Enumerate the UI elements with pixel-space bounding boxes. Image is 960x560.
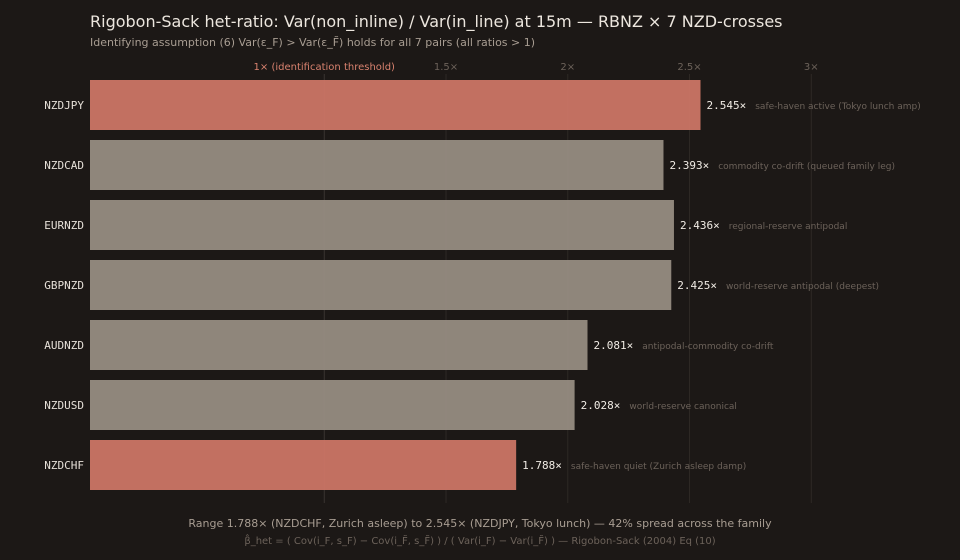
pair-label-nzdchf: NZDCHF: [44, 459, 84, 472]
pair-label-nzdcad: NZDCAD: [44, 159, 84, 172]
value-label-eurnzd: 2.436×: [680, 219, 720, 232]
bar-eurnzd: [90, 200, 674, 250]
bar-nzdchf: [90, 440, 517, 490]
bar-nzdcad: [90, 140, 664, 190]
annotation-nzdjpy: safe-haven active (Tokyo lunch amp): [755, 102, 921, 112]
x-tick-label-2-5: 2.5×: [677, 62, 701, 73]
bar-nzdjpy: [90, 80, 701, 130]
pair-label-gbpnzd: GBPNZD: [44, 279, 84, 292]
annotation-audnzd: antipodal-commodity co-drift: [642, 342, 774, 352]
annotation-gbpnzd: world-reserve antipodal (deepest): [726, 282, 879, 292]
pair-label-nzdjpy: NZDJPY: [44, 99, 84, 112]
annotation-eurnzd: regional-reserve antipodal: [729, 222, 848, 232]
bar-audnzd: [90, 320, 588, 370]
threshold-tick-label: 1× (identification threshold): [254, 62, 395, 73]
bar-labels: NZDJPY 2.545× safe-haven active (Tokyo lun…: [44, 99, 921, 472]
pair-label-eurnzd: EURNZD: [44, 219, 84, 232]
annotation-nzdcad: commodity co-drift (queued family leg): [718, 162, 895, 172]
annotation-nzdchf: safe-haven quiet (Zurich asleep damp): [571, 462, 746, 472]
bars: [90, 80, 701, 490]
chart-title: Rigobon-Sack het-ratio: Var(non_inline) …: [90, 12, 783, 31]
range-summary: Range 1.788× (NZDCHF, Zurich asleep) to …: [188, 517, 772, 530]
chart-subtitle: Identifying assumption (6) Var(ε_F) > Va…: [90, 36, 536, 49]
bar-gbpnzd: [90, 260, 672, 310]
value-label-audnzd: 2.081×: [594, 339, 634, 352]
x-tick-label-3: 3×: [804, 62, 819, 73]
x-tick-label-2: 2×: [560, 62, 575, 73]
pair-label-audnzd: AUDNZD: [44, 339, 84, 352]
value-label-nzdcad: 2.393×: [669, 159, 709, 172]
x-tick-label-1-5: 1.5×: [434, 62, 458, 73]
x-tick-labels: 1× (identification threshold) 1.5× 2× 2.5× 3…: [254, 62, 819, 73]
bar-nzdusd: [90, 380, 575, 430]
pair-label-nzdusd: NZDUSD: [44, 399, 84, 412]
value-label-nzdjpy: 2.545×: [706, 99, 746, 112]
formula-note: β̂_het = ( Cov(i_F, s_F) − Cov(i_F̃, s_F…: [244, 536, 716, 547]
value-label-nzdchf: 1.788×: [522, 459, 562, 472]
value-label-gbpnzd: 2.425×: [677, 279, 717, 292]
value-label-nzdusd: 2.028×: [581, 399, 621, 412]
annotation-nzdusd: world-reserve canonical: [629, 402, 737, 412]
